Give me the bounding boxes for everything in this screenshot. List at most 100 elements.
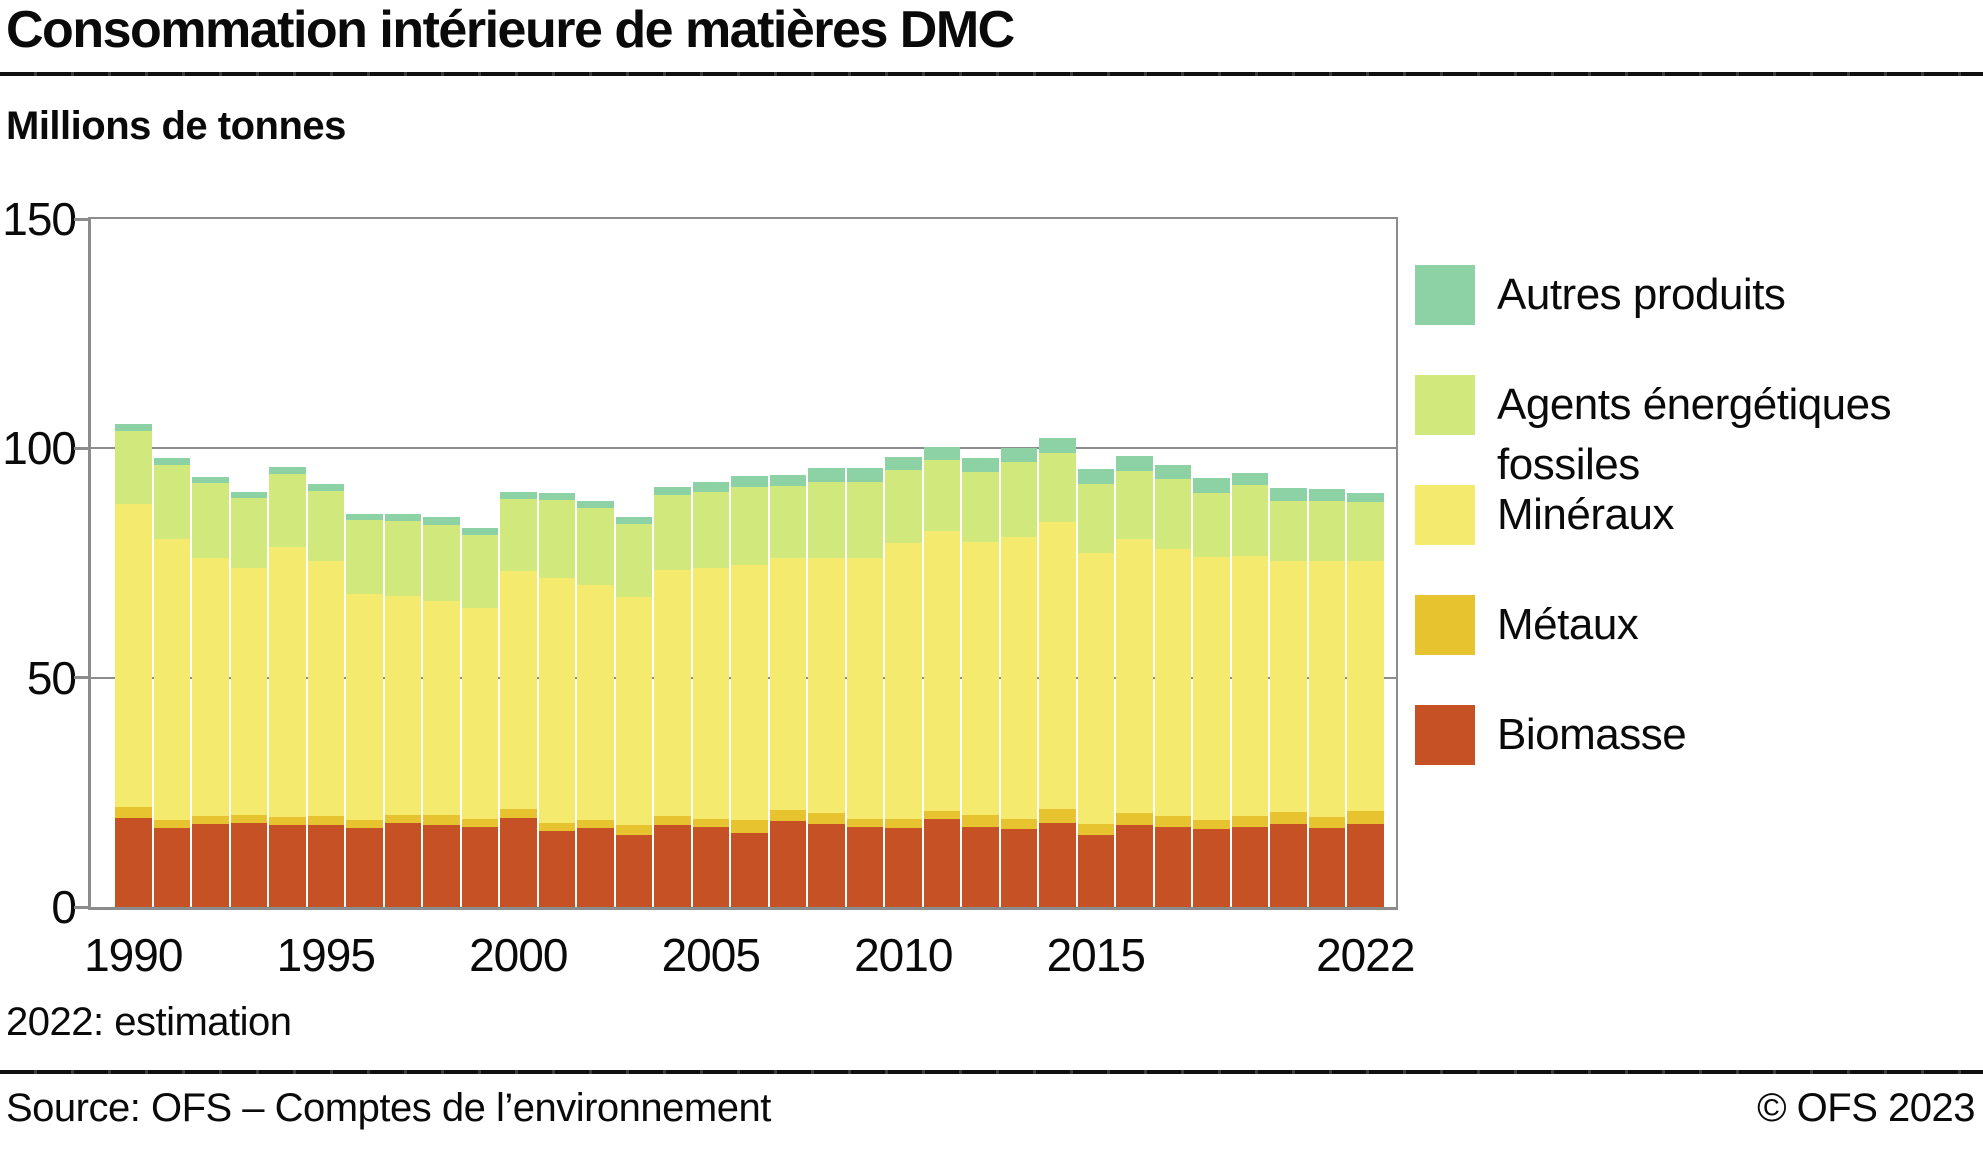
bar-segment (269, 825, 306, 907)
bar-segment (769, 810, 806, 821)
bar-segment (923, 819, 960, 907)
bar-segment (1193, 820, 1230, 830)
bar-segment (461, 534, 498, 609)
legend-swatch (1415, 375, 1475, 435)
bar-segment (654, 495, 691, 571)
bar-segment (423, 517, 460, 525)
legend-item-5: Biomasse (1415, 705, 1967, 765)
bar-segment (1347, 502, 1384, 562)
bar-segment (1193, 557, 1230, 821)
bar-segment (885, 457, 922, 471)
legend-label: Minéraux (1497, 490, 1674, 539)
bar-segment (1308, 827, 1345, 907)
bar-2001 (538, 492, 575, 907)
bar-segment (1308, 489, 1345, 502)
bar-1999 (461, 528, 498, 907)
bar-segment (1231, 816, 1268, 827)
bar-segment (615, 825, 652, 835)
bar-segment (1270, 488, 1307, 501)
bar-segment (885, 542, 922, 820)
bar-2006 (731, 476, 768, 907)
bar-1998 (423, 517, 460, 907)
bar-segment (192, 482, 229, 558)
bar-segment (731, 832, 768, 907)
bar-segment (615, 524, 652, 597)
bar-segment (384, 814, 421, 823)
bar-segment (1077, 835, 1114, 907)
bar-segment (1308, 501, 1345, 562)
bar-segment (1000, 537, 1037, 819)
bar-segment (1347, 811, 1384, 825)
bar-segment (500, 492, 537, 499)
bar-2012 (962, 458, 999, 907)
bar-segment (846, 481, 883, 558)
bar-segment (962, 826, 999, 907)
bar-segment (500, 571, 537, 810)
y-tick-label-100: 100 (2, 422, 77, 475)
bar-segment (654, 825, 691, 907)
bar-segment (846, 557, 883, 820)
bar-segment (307, 824, 344, 907)
bar-segment (1077, 469, 1114, 485)
bar-2005 (692, 481, 729, 907)
bar-segment (577, 827, 614, 907)
bar-segment (500, 498, 537, 572)
bar-segment (731, 565, 768, 820)
bar-segment (654, 487, 691, 496)
y-tick-mark (74, 905, 88, 909)
bar-2013 (1000, 447, 1037, 907)
bar-segment (192, 824, 229, 907)
bar-segment (692, 481, 729, 493)
bar-segment (346, 513, 383, 520)
legend-item-1: Autres produits (1415, 265, 1967, 325)
bar-segment (500, 818, 537, 907)
bar-segment (538, 578, 575, 823)
bar-segment (384, 514, 421, 521)
footnote: 2022: estimation (6, 1000, 292, 1044)
bar-segment (577, 501, 614, 509)
chart-title: Consommation intérieure de matières DMC (6, 1, 1015, 59)
bar-1990 (115, 423, 152, 907)
bar-segment (346, 519, 383, 595)
bar-segment (192, 816, 229, 825)
bar-segment (692, 492, 729, 568)
bar-2019 (1231, 472, 1268, 907)
bar-segment (1000, 828, 1037, 907)
bar-2016 (1116, 456, 1153, 907)
bar-segment (1270, 561, 1307, 813)
bar-segment (461, 819, 498, 827)
bar-1996 (346, 513, 383, 907)
bar-segment (885, 828, 922, 907)
bar-1993 (230, 492, 267, 907)
bar-segment (846, 826, 883, 907)
plot-area (88, 217, 1398, 910)
bar-segment (153, 820, 190, 829)
bar-segment (885, 470, 922, 543)
bar-segment (423, 524, 460, 602)
legend-swatch (1415, 595, 1475, 655)
y-tick-mark (74, 217, 88, 221)
bar-segment (1039, 437, 1076, 453)
x-tick-label-2015: 2015 (1046, 929, 1146, 981)
bar-2009 (846, 467, 883, 907)
legend-item-4: Métaux (1415, 595, 1967, 655)
bar-segment (808, 467, 845, 482)
bar-segment (384, 520, 421, 597)
bar-1995 (307, 484, 344, 907)
bar-segment (153, 539, 190, 821)
y-tick-mark (74, 446, 88, 450)
bar-segment (1039, 521, 1076, 810)
bar-segment (1270, 812, 1307, 824)
bar-segment (1347, 492, 1384, 503)
bar-segment (423, 601, 460, 815)
bar-segment (808, 823, 845, 907)
bar-segment (1231, 826, 1268, 907)
bar-segment (230, 498, 267, 568)
bar-segment (230, 822, 267, 907)
bar-segment (1347, 824, 1384, 907)
bar-segment (1077, 552, 1114, 825)
bar-segment (538, 822, 575, 831)
bar-segment (461, 608, 498, 820)
copyright-text: © OFS 2023 (1757, 1086, 1975, 1130)
legend-label: Agents énergétiques fossiles (1497, 380, 1892, 489)
